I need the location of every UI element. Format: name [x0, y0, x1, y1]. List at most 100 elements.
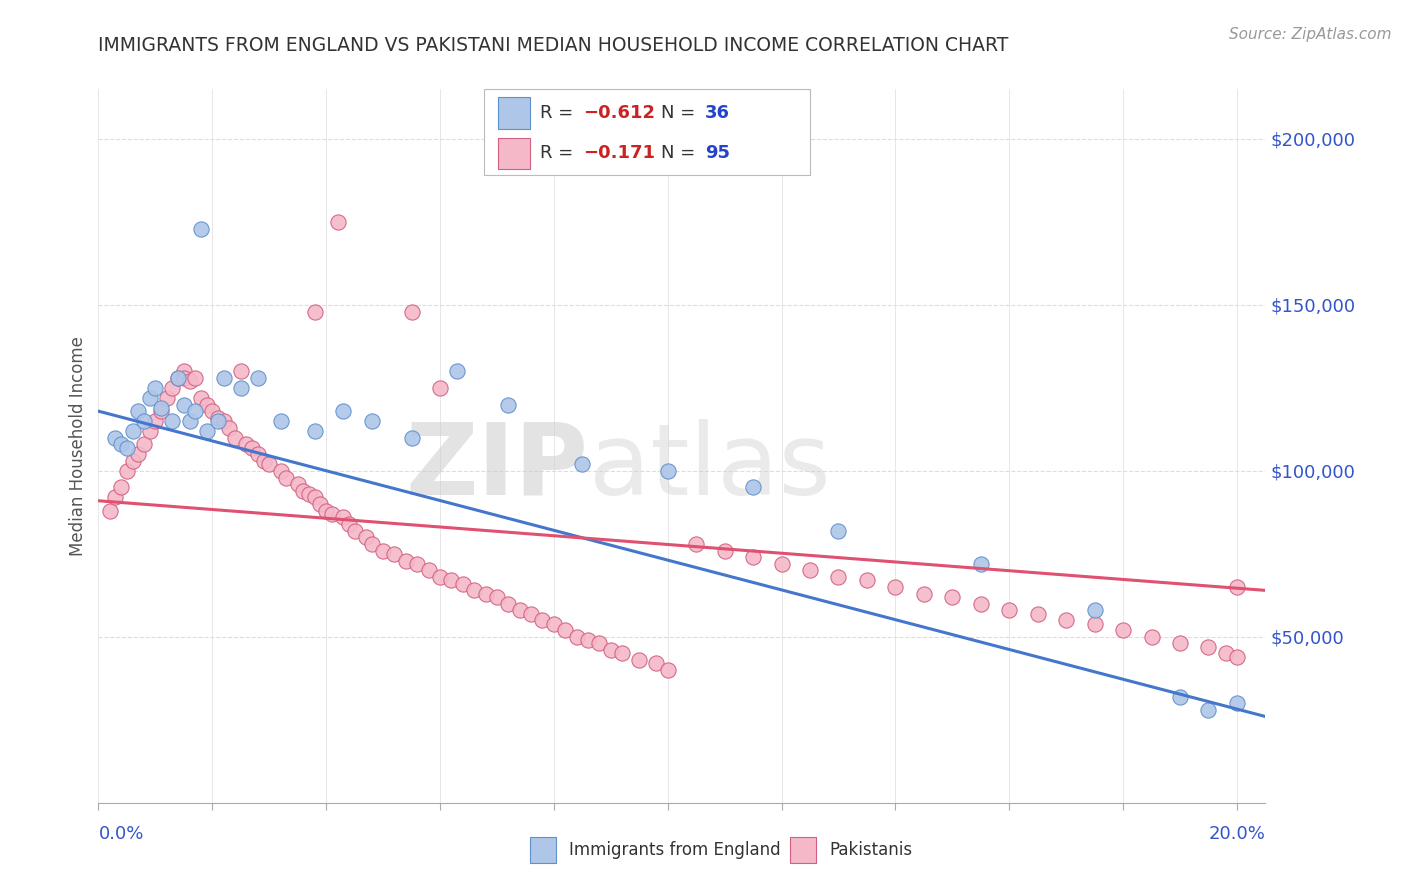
Bar — [498, 137, 530, 169]
Point — [162, 381, 184, 395]
Text: Source: ZipAtlas.com: Source: ZipAtlas.com — [1229, 27, 1392, 42]
Point — [1054, 613, 1077, 627]
Point — [127, 447, 149, 461]
Point — [1026, 607, 1049, 621]
Point — [970, 557, 993, 571]
Point — [827, 570, 849, 584]
Point — [276, 470, 298, 484]
Point — [184, 404, 207, 418]
Point — [827, 524, 849, 538]
Point — [207, 410, 229, 425]
Point — [498, 597, 520, 611]
Point — [440, 574, 463, 588]
Text: Immigrants from England: Immigrants from England — [569, 841, 782, 859]
Point — [429, 570, 451, 584]
Point — [1226, 649, 1249, 664]
Text: R =: R = — [540, 145, 578, 162]
Point — [941, 590, 963, 604]
Point — [257, 457, 280, 471]
Point — [628, 653, 651, 667]
Point — [463, 583, 485, 598]
Point — [742, 550, 765, 565]
Point — [657, 464, 679, 478]
Point — [173, 397, 195, 411]
Point — [304, 424, 326, 438]
Point — [143, 414, 166, 428]
Point — [150, 404, 173, 418]
Point — [446, 364, 468, 378]
Point — [401, 431, 423, 445]
Text: N =: N = — [661, 145, 702, 162]
Point — [321, 507, 343, 521]
Point — [713, 543, 735, 558]
Point — [179, 414, 201, 428]
Point — [127, 404, 149, 418]
Point — [395, 553, 418, 567]
Point — [912, 587, 935, 601]
Point — [326, 215, 349, 229]
Text: atlas: atlas — [589, 419, 830, 516]
Point — [970, 597, 993, 611]
Point — [1198, 703, 1220, 717]
Point — [287, 477, 309, 491]
Point — [218, 421, 240, 435]
Point — [856, 574, 879, 588]
Point — [360, 537, 382, 551]
Point — [229, 381, 252, 395]
Point — [98, 504, 121, 518]
Point — [332, 510, 354, 524]
Point — [190, 391, 212, 405]
Point — [138, 424, 160, 438]
Point — [1168, 690, 1191, 704]
Point — [207, 414, 229, 428]
Point — [799, 564, 821, 578]
Point — [132, 437, 155, 451]
Point — [246, 371, 269, 385]
Point — [195, 397, 218, 411]
Point — [406, 557, 429, 571]
Point — [384, 547, 406, 561]
Point — [121, 424, 143, 438]
Point — [531, 613, 554, 627]
Point — [657, 663, 679, 677]
Point — [498, 397, 520, 411]
Point — [685, 537, 707, 551]
Text: ZIP: ZIP — [406, 419, 589, 516]
Point — [138, 391, 160, 405]
Point — [610, 647, 633, 661]
Text: N =: N = — [661, 104, 702, 122]
Point — [292, 483, 315, 498]
Point — [270, 414, 292, 428]
Point — [270, 464, 292, 478]
Point — [110, 437, 132, 451]
Point — [1140, 630, 1163, 644]
Point — [212, 414, 235, 428]
Point — [115, 441, 138, 455]
Point — [235, 437, 257, 451]
Point — [298, 487, 321, 501]
Point — [354, 530, 377, 544]
Text: 0.0%: 0.0% — [98, 825, 143, 843]
Point — [104, 491, 127, 505]
Point — [224, 431, 246, 445]
Point — [1226, 696, 1249, 710]
Point — [115, 464, 138, 478]
Point — [1168, 636, 1191, 650]
FancyBboxPatch shape — [484, 89, 810, 175]
Point — [1226, 580, 1249, 594]
Point — [571, 457, 593, 471]
Point — [156, 391, 179, 405]
Text: 20.0%: 20.0% — [1209, 825, 1265, 843]
Point — [212, 371, 235, 385]
Point — [190, 221, 212, 235]
Point — [110, 481, 132, 495]
Point — [770, 557, 793, 571]
Point — [418, 564, 440, 578]
Point — [401, 304, 423, 318]
Point — [173, 371, 195, 385]
Text: 95: 95 — [706, 145, 730, 162]
Point — [742, 481, 765, 495]
Point — [645, 657, 668, 671]
Point — [162, 414, 184, 428]
Point — [884, 580, 907, 594]
